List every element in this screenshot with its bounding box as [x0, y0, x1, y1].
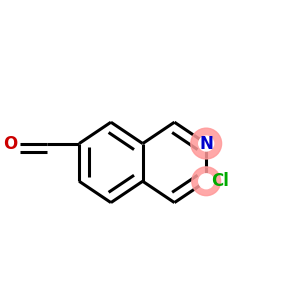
Circle shape	[199, 174, 214, 189]
Circle shape	[192, 167, 220, 196]
Circle shape	[191, 128, 222, 159]
Circle shape	[199, 136, 214, 151]
Text: O: O	[3, 134, 18, 152]
Text: N: N	[199, 134, 213, 152]
Text: Cl: Cl	[211, 172, 229, 190]
